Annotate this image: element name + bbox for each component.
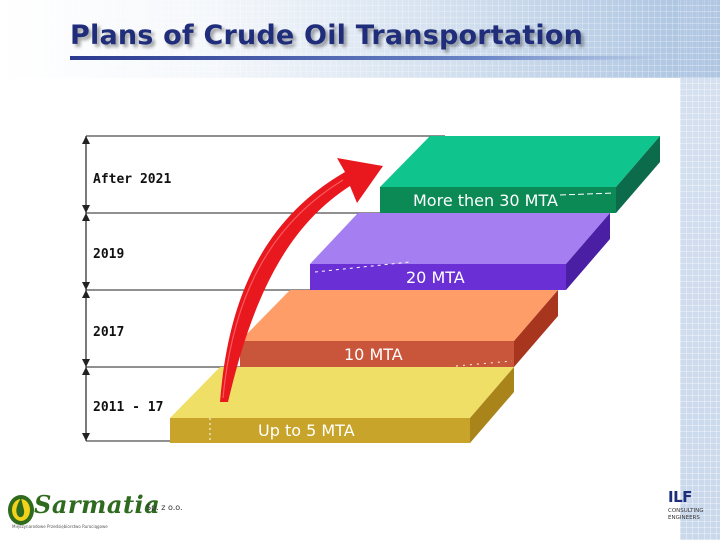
decorative-stripe (680, 0, 720, 540)
axis-tick-arrow (82, 205, 90, 213)
step-top-face (310, 213, 610, 264)
ilf-logo: ILF CONSULTING ENGINEERS (668, 488, 718, 532)
dotted-accent (314, 261, 411, 273)
step-side-face (470, 367, 514, 443)
capacity-label-2019: 20 MTA (406, 268, 465, 287)
axis-tick-arrow (82, 213, 90, 221)
step-front-face (310, 264, 566, 290)
ilf-subtitle-line1: CONSULTING (668, 508, 704, 514)
step-top-face (380, 136, 660, 187)
period-label-2017: 2017 (93, 325, 125, 340)
title-underline (70, 56, 660, 60)
stage-step-2017 (240, 290, 558, 367)
step-front-face (170, 418, 470, 443)
capacity-label-after-2021: More then 30 MTA (413, 191, 558, 210)
step-front-face (380, 187, 616, 213)
stage-step-2019 (310, 213, 610, 290)
axis-arrow-bottom (82, 433, 90, 441)
step-front-face (240, 341, 514, 367)
brand-name: Sarmatia (34, 490, 161, 519)
sarmatia-logo: Sarmatia Sp. z o.o. Międzynarodowe Przed… (4, 484, 194, 538)
dotted-accent (455, 360, 513, 367)
capacity-label-2017: 10 MTA (344, 345, 403, 364)
stage-step-2011-17 (170, 367, 514, 443)
axis-tick-arrow (82, 359, 90, 367)
axis-tick-arrow (82, 282, 90, 290)
axis-tick-arrow (82, 367, 90, 375)
growth-arrow-highlight (222, 179, 344, 399)
header-band (0, 0, 720, 78)
period-label-after-2021: After 2021 (93, 172, 172, 187)
step-side-face (616, 136, 660, 213)
step-side-face (566, 213, 610, 290)
dotted-accent (559, 192, 615, 196)
slide-title: Plans of Crude Oil Transportation (70, 20, 584, 51)
step-top-face (240, 290, 558, 341)
capacity-label-2011-17: Up to 5 MTA (258, 421, 355, 440)
ilf-mark: ILF (668, 488, 692, 506)
axis-tick-arrow (82, 290, 90, 298)
stage-step-after-2021 (380, 136, 660, 213)
ilf-subtitle: CONSULTING ENGINEERS (668, 508, 718, 522)
period-label-2011-17: 2011 - 17 (93, 400, 164, 415)
step-side-face (514, 290, 558, 367)
step-top-face (170, 367, 514, 418)
axis-arrow-top (82, 136, 90, 144)
brand-tagline: Międzynarodowe Przedsiębiorstwo Rurociąg… (12, 524, 108, 529)
oil-drop-icon (8, 495, 34, 525)
brand-suffix: Sp. z o.o. (146, 503, 183, 512)
period-label-2019: 2019 (93, 247, 125, 262)
ilf-subtitle-line2: ENGINEERS (668, 515, 700, 521)
